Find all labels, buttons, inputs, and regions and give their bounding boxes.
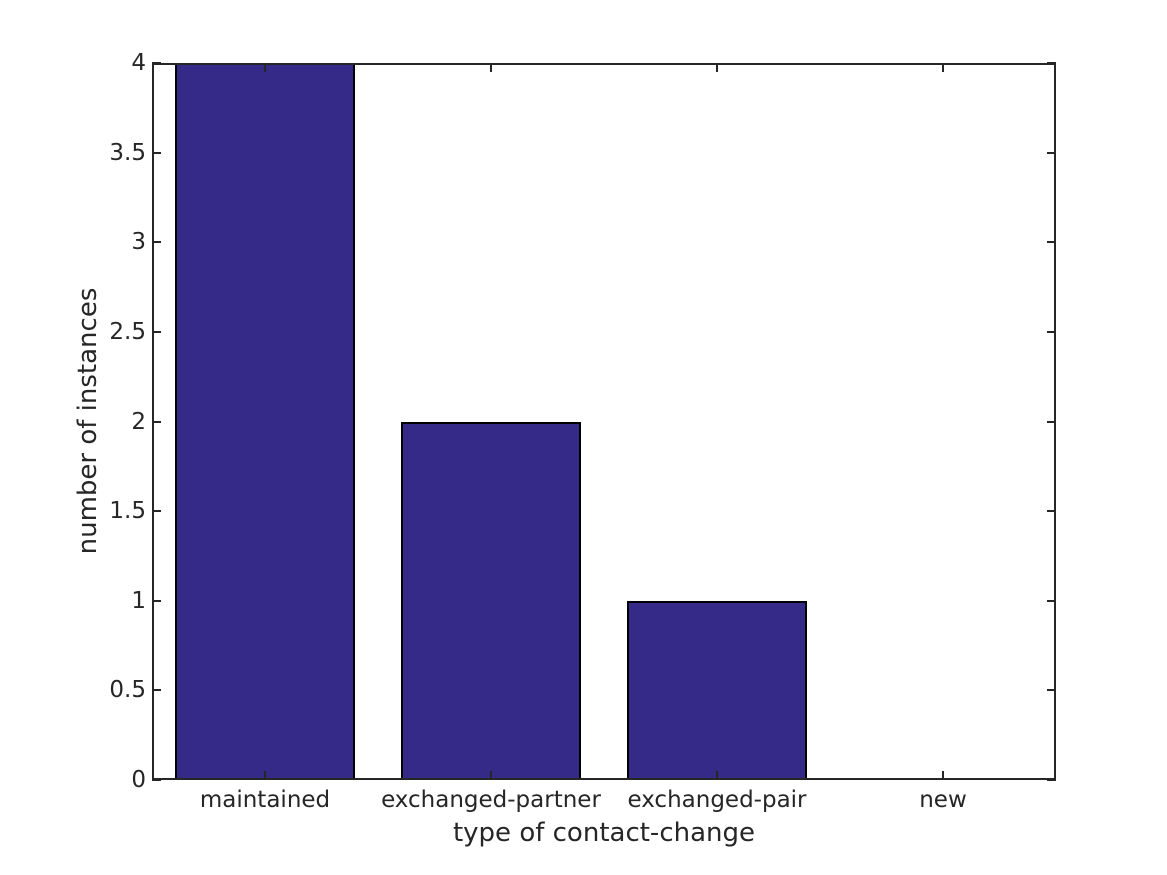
x-tick-bottom (264, 771, 266, 780)
y-tick-right (1047, 330, 1056, 333)
y-tick-label: 0.5 (109, 677, 146, 704)
axis-bottom (152, 778, 1056, 780)
x-tick-top (942, 63, 944, 72)
y-tick-right (1047, 420, 1056, 423)
y-tick-right (1047, 779, 1056, 781)
y-tick-right (1047, 241, 1056, 244)
y-tick-left (152, 599, 161, 602)
y-tick-label: 1.5 (109, 498, 146, 525)
y-tick-left (152, 151, 161, 154)
x-tick-top (264, 63, 266, 72)
y-tick-left (152, 689, 161, 692)
y-tick-right (1047, 151, 1056, 154)
y-tick-label: 1 (131, 587, 146, 614)
y-tick-label: 0 (131, 767, 146, 793)
x-tick-label: exchanged-pair (627, 787, 807, 813)
y-tick-label: 4 (131, 50, 146, 76)
y-tick-label: 3.5 (109, 139, 146, 166)
y-tick-left (152, 420, 161, 423)
x-tick-bottom (716, 771, 718, 780)
x-tick-label: new (919, 787, 967, 813)
x-axis-label: type of contact-change (452, 818, 756, 848)
bar-maintained (174, 63, 356, 780)
y-tick-right (1047, 62, 1056, 64)
y-tick-left (152, 241, 161, 244)
y-tick-label: 3 (131, 229, 146, 256)
y-tick-left (152, 62, 161, 64)
y-tick-left (152, 779, 161, 781)
y-tick-right (1047, 689, 1056, 692)
y-tick-label: 2.5 (109, 318, 146, 345)
x-tick-bottom (942, 771, 944, 780)
y-tick-right (1047, 510, 1056, 513)
y-tick-left (152, 330, 161, 333)
x-tick-bottom (490, 771, 492, 780)
x-tick-label: exchanged-partner (381, 787, 601, 813)
axis-top (152, 63, 1056, 65)
plot-area (152, 62, 1056, 781)
x-tick-top (490, 63, 492, 72)
x-tick-top (716, 63, 718, 72)
x-tick-label: maintained (199, 787, 331, 813)
y-tick-right (1047, 599, 1056, 602)
y-tick-left (152, 510, 161, 513)
y-tick-label: 2 (131, 408, 146, 435)
bar-exchanged-partner (400, 421, 582, 780)
bar-exchanged-pair (626, 600, 808, 780)
